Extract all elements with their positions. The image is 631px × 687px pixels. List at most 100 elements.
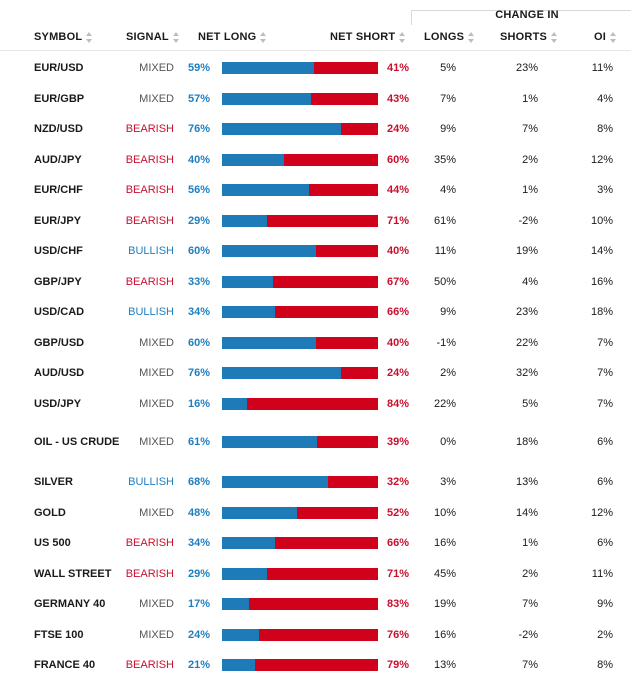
net-long-percent: 34% bbox=[187, 306, 210, 318]
net-short-percent: 40% bbox=[386, 337, 409, 349]
change-shorts: 7% bbox=[522, 659, 538, 671]
table-row[interactable]: AUD/USD MIXED 76% 24% 2% 32% 7% bbox=[0, 358, 631, 388]
table-row[interactable]: EUR/USD MIXED 59% 41% 5% 23% 11% bbox=[0, 53, 631, 83]
symbol-link[interactable]: AUD/USD bbox=[34, 366, 85, 379]
table-row[interactable]: SILVER BULLISH 68% 32% 3% 13% 6% bbox=[0, 467, 631, 497]
net-short-percent: 84% bbox=[386, 398, 409, 410]
change-longs: 19% bbox=[433, 598, 456, 610]
sort-icon[interactable] bbox=[399, 31, 406, 43]
sort-icon[interactable] bbox=[610, 31, 617, 43]
symbol-link[interactable]: EUR/GBP bbox=[34, 92, 85, 105]
table-row[interactable]: EUR/JPY BEARISH 29% 71% 61% -2% 10% bbox=[0, 206, 631, 236]
net-short-percent: 66% bbox=[386, 306, 409, 318]
net-short-bar bbox=[316, 245, 378, 257]
sentiment-bar bbox=[222, 184, 378, 196]
table-row[interactable]: GBP/USD MIXED 60% 40% -1% 22% 7% bbox=[0, 328, 631, 358]
sort-icon[interactable] bbox=[551, 31, 558, 43]
symbol-link[interactable]: NZD/USD bbox=[34, 122, 83, 135]
sort-icon[interactable] bbox=[86, 31, 93, 43]
change-oi: 10% bbox=[590, 215, 613, 227]
symbol-link[interactable]: AUD/JPY bbox=[34, 153, 82, 166]
signal-label: MIXED bbox=[139, 62, 174, 74]
net-long-bar bbox=[222, 367, 341, 379]
change-longs: 22% bbox=[433, 398, 456, 410]
table-row[interactable]: GERMANY 40 MIXED 17% 83% 19% 7% 9% bbox=[0, 589, 631, 619]
change-longs: 45% bbox=[433, 568, 456, 580]
symbol-link[interactable]: US 500 bbox=[34, 536, 71, 549]
net-long-percent: 76% bbox=[187, 367, 210, 379]
signal-label: BULLISH bbox=[128, 245, 174, 257]
change-longs: -1% bbox=[436, 337, 456, 349]
symbol-link[interactable]: EUR/CHF bbox=[34, 183, 83, 196]
signal-label: MIXED bbox=[139, 436, 174, 448]
table-row[interactable]: FTSE 100 MIXED 24% 76% 16% -2% 2% bbox=[0, 620, 631, 650]
change-shorts: 1% bbox=[522, 93, 538, 105]
table-row[interactable]: FRANCE 40 BEARISH 21% 79% 13% 7% 8% bbox=[0, 650, 631, 680]
change-longs: 4% bbox=[440, 184, 456, 196]
symbol-link[interactable]: EUR/USD bbox=[34, 61, 84, 74]
column-header-shorts[interactable]: SHORTS bbox=[500, 30, 558, 44]
table-row[interactable]: USD/CHF BULLISH 60% 40% 11% 19% 14% bbox=[0, 236, 631, 266]
column-header-net-long[interactable]: NET LONG bbox=[198, 30, 267, 44]
symbol-link[interactable]: OIL - US CRUDE bbox=[34, 435, 120, 448]
net-long-bar bbox=[222, 568, 267, 580]
sentiment-bar bbox=[222, 507, 378, 519]
net-long-percent: 68% bbox=[187, 476, 210, 488]
symbol-link[interactable]: GBP/USD bbox=[34, 336, 85, 349]
symbol-link[interactable]: SILVER bbox=[34, 475, 73, 488]
change-oi: 8% bbox=[597, 659, 613, 671]
net-short-bar bbox=[255, 659, 378, 671]
net-long-percent: 17% bbox=[187, 598, 210, 610]
symbol-link[interactable]: GERMANY 40 bbox=[34, 597, 106, 610]
sort-icon[interactable] bbox=[172, 31, 180, 43]
net-long-percent: 56% bbox=[187, 184, 210, 196]
table-row[interactable]: WALL STREET BEARISH 29% 71% 45% 2% 11% bbox=[0, 559, 631, 589]
sentiment-bar bbox=[222, 598, 378, 610]
change-longs: 61% bbox=[433, 215, 456, 227]
net-long-bar bbox=[222, 507, 297, 519]
sentiment-bar bbox=[222, 476, 378, 488]
symbol-link[interactable]: GBP/JPY bbox=[34, 275, 82, 288]
table-row[interactable]: AUD/JPY BEARISH 40% 60% 35% 2% 12% bbox=[0, 145, 631, 175]
column-header-symbol[interactable]: SYMBOL bbox=[34, 30, 93, 44]
symbol-link[interactable]: USD/CAD bbox=[34, 305, 85, 318]
table-row[interactable]: US 500 BEARISH 34% 66% 16% 1% 6% bbox=[0, 528, 631, 558]
table-row[interactable]: EUR/CHF BEARISH 56% 44% 4% 1% 3% bbox=[0, 175, 631, 205]
net-short-bar bbox=[309, 184, 378, 196]
change-oi: 2% bbox=[597, 629, 613, 641]
column-header-net-long-label: NET LONG bbox=[198, 31, 257, 43]
signal-label: MIXED bbox=[139, 337, 174, 349]
change-shorts: -2% bbox=[518, 215, 538, 227]
column-header-oi[interactable]: OI bbox=[594, 30, 617, 44]
symbol-link[interactable]: USD/CHF bbox=[34, 244, 83, 257]
symbol-link[interactable]: USD/JPY bbox=[34, 397, 82, 410]
sort-icon[interactable] bbox=[260, 31, 267, 43]
net-long-bar bbox=[222, 245, 316, 257]
column-header-net-short[interactable]: NET SHORT bbox=[330, 30, 406, 44]
change-oi: 11% bbox=[591, 62, 613, 74]
table-row[interactable]: USD/JPY MIXED 16% 84% 22% 5% 7% bbox=[0, 389, 631, 419]
net-short-percent: 60% bbox=[386, 154, 409, 166]
sentiment-bar bbox=[222, 337, 378, 349]
sort-icon[interactable] bbox=[468, 31, 475, 43]
table-row[interactable]: USD/CAD BULLISH 34% 66% 9% 23% 18% bbox=[0, 297, 631, 327]
net-short-percent: 24% bbox=[386, 123, 409, 135]
table-row[interactable]: GOLD MIXED 48% 52% 10% 14% 12% bbox=[0, 498, 631, 528]
table-row[interactable]: EUR/GBP MIXED 57% 43% 7% 1% 4% bbox=[0, 84, 631, 114]
column-header-longs[interactable]: LONGS bbox=[424, 30, 475, 44]
column-header-shorts-label: SHORTS bbox=[500, 31, 548, 43]
table-row[interactable]: OIL - US CRUDE MIXED 61% 39% 0% 18% 6% bbox=[0, 419, 631, 465]
net-long-bar bbox=[222, 436, 317, 448]
table-row[interactable]: NZD/USD BEARISH 76% 24% 9% 7% 8% bbox=[0, 114, 631, 144]
symbol-link[interactable]: EUR/JPY bbox=[34, 214, 82, 227]
change-shorts: 22% bbox=[515, 337, 538, 349]
column-header-signal[interactable]: SIGNAL bbox=[126, 30, 180, 44]
net-long-percent: 59% bbox=[187, 62, 210, 74]
symbol-link[interactable]: GOLD bbox=[34, 506, 66, 519]
table-row[interactable]: GBP/JPY BEARISH 33% 67% 50% 4% 16% bbox=[0, 267, 631, 297]
signal-label: MIXED bbox=[139, 398, 174, 410]
symbol-link[interactable]: FRANCE 40 bbox=[34, 658, 96, 671]
change-shorts: 23% bbox=[515, 62, 538, 74]
symbol-link[interactable]: WALL STREET bbox=[34, 567, 112, 580]
symbol-link[interactable]: FTSE 100 bbox=[34, 628, 84, 641]
